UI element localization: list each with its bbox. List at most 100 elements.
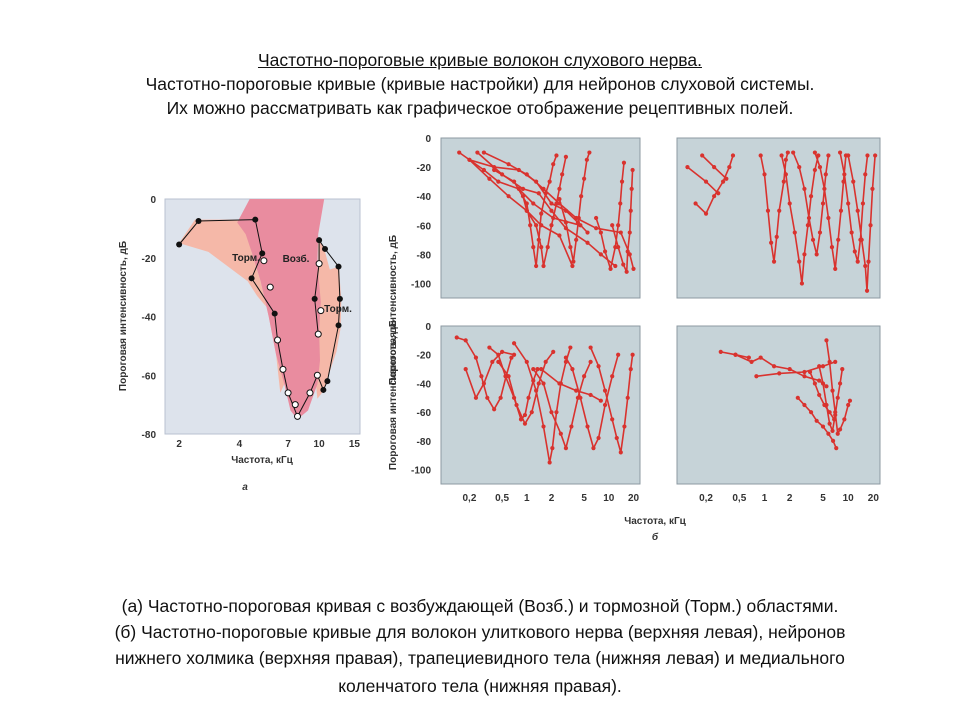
filled-data-point: [335, 263, 342, 270]
panel-b-xtick-label: 5: [820, 493, 826, 504]
tuning-curve-point: [817, 392, 822, 398]
caption-line-2: (б) Частотно-пороговые кривые для волоко…: [114, 622, 846, 642]
tuning-curve-point: [864, 288, 870, 293]
tuning-curve-point: [824, 384, 829, 389]
tuning-curve-point: [812, 150, 817, 155]
tuning-curve-point: [539, 366, 544, 372]
tuning-curve-point: [563, 220, 569, 225]
tuning-curve-point: [578, 395, 583, 400]
tuning-curve-point: [551, 349, 556, 354]
tuning-curve-point: [812, 381, 817, 386]
tuning-curve-point: [842, 172, 847, 177]
tuning-curve-point: [524, 208, 529, 213]
open-data-point: [284, 389, 292, 397]
tuning-curve-point: [602, 249, 608, 254]
filled-data-point: [271, 310, 278, 317]
tuning-curve-point: [506, 162, 511, 167]
tuning-curve-point: [481, 150, 486, 155]
tuning-curve-point: [536, 191, 541, 196]
tuning-curve-point: [625, 249, 630, 254]
tuning-curve-point: [610, 223, 615, 228]
tuning-curve-point: [549, 208, 554, 213]
panel-b-ytick-label: -100: [411, 279, 431, 290]
tuning-curve-point: [817, 164, 823, 170]
tuning-curve-point: [785, 150, 790, 155]
tuning-curve-point: [806, 215, 812, 221]
tuning-curve: [469, 159, 589, 234]
tuning-curve-point: [557, 186, 562, 192]
panel-a-ytick-label: 0: [150, 195, 156, 206]
tuning-curve-point: [499, 349, 505, 354]
tuning-curve-point: [837, 381, 843, 386]
filled-data-point: [320, 386, 327, 393]
tuning-curve-point: [802, 402, 807, 408]
tuning-curve-point: [627, 252, 632, 257]
panel-a-ylabel: Пороговая интенсивность, дБ: [118, 241, 129, 391]
tuning-curve-point: [827, 359, 832, 365]
tuning-curve-point: [824, 338, 829, 343]
tuning-curve-point: [487, 176, 492, 181]
tuning-curve-point: [802, 374, 807, 379]
tuning-curve-point: [534, 263, 539, 269]
tuning-curve-point: [791, 150, 796, 155]
inhibitory-right-region: [315, 237, 342, 399]
tuning-curve-point: [849, 230, 854, 235]
tuning-curve-point: [859, 237, 864, 242]
tuning-curve-point: [511, 352, 517, 357]
tuning-curve-point: [534, 388, 539, 393]
tuning-curve-point: [582, 374, 587, 379]
tuning-curve-point: [700, 153, 705, 158]
tuning-curve-point: [506, 194, 511, 199]
tuning-curve-point: [779, 153, 784, 158]
tuning-curve-point: [575, 220, 581, 225]
tuning-curve-point: [475, 150, 480, 155]
tuning-curve-point: [865, 153, 870, 158]
tuning-curve-point: [487, 345, 492, 350]
tuning-curve-point: [463, 338, 468, 343]
filled-data-point: [324, 378, 331, 385]
tuning-curve: [589, 347, 634, 454]
tuning-curve-point: [496, 359, 501, 365]
tuning-curve-point: [467, 157, 472, 162]
filled-data-point: [322, 245, 329, 252]
filled-data-point: [336, 295, 343, 302]
caption-line-3: нижнего холмика (верхняя правая), трапец…: [115, 648, 845, 668]
tuning-curve-point: [473, 355, 479, 360]
tuning-curve-point: [557, 233, 562, 238]
tuning-curve-point: [614, 435, 619, 441]
tuning-curve-point: [543, 359, 548, 365]
tuning-curve-point: [720, 179, 726, 184]
excitatory-region-label: Возб.: [283, 253, 310, 265]
tuning-curve-point: [797, 164, 802, 170]
tuning-curve-point: [823, 172, 828, 177]
tuning-curve-point: [855, 259, 860, 264]
open-data-point: [266, 283, 274, 291]
tuning-curve: [497, 351, 554, 425]
tuning-curve-point: [541, 381, 546, 386]
tuning-curve-point: [630, 352, 635, 357]
tuning-curve-point: [799, 281, 805, 286]
panel-b-ytick-label: -20: [417, 163, 432, 174]
panel-b-xtick-label: 20: [868, 493, 880, 504]
tuning-curve-point: [528, 223, 533, 228]
panel-a-ytick-label: -80: [142, 430, 157, 441]
tuning-curve-point: [602, 388, 608, 393]
tuning-curve-point: [598, 230, 603, 235]
tuning-curve-point: [588, 392, 593, 398]
tuning-curve-point: [618, 450, 623, 455]
tuning-curve-point: [485, 395, 490, 400]
tuning-curve-point: [481, 167, 486, 173]
panel-b-ylabel-bottom: Пороговая интенсивность, дБ: [388, 320, 399, 470]
tuning-curve-point: [594, 226, 599, 231]
tuning-curve: [558, 152, 591, 263]
panel-b-ytick-label: -20: [417, 351, 432, 362]
tuning-curve-point: [522, 421, 528, 426]
inhibitory-left-outline: [178, 219, 298, 417]
tuning-curve-point: [522, 412, 528, 418]
tuning-curve-point: [846, 153, 851, 158]
tuning-curve-point: [816, 153, 821, 158]
tuning-curve-point: [569, 424, 574, 429]
inhibitory-left-label: Торм.: [232, 253, 260, 264]
tuning-curve-point: [771, 364, 777, 369]
